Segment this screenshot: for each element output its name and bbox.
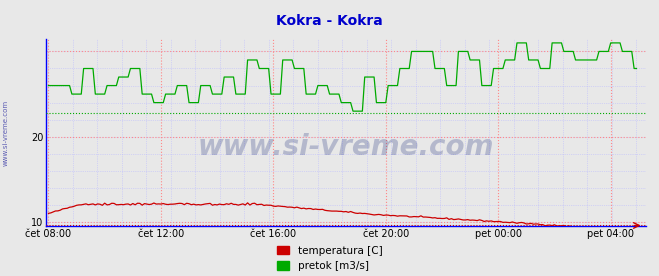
Legend: temperatura [C], pretok [m3/s]: temperatura [C], pretok [m3/s] (277, 246, 382, 271)
Text: Kokra - Kokra: Kokra - Kokra (276, 14, 383, 28)
Text: www.si-vreme.com: www.si-vreme.com (198, 134, 494, 161)
Text: www.si-vreme.com: www.si-vreme.com (2, 99, 9, 166)
